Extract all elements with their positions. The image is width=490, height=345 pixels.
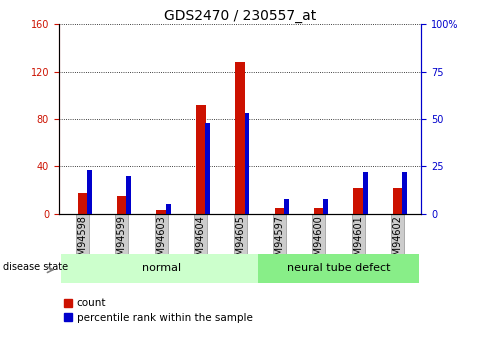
Bar xyxy=(323,199,328,214)
Bar xyxy=(363,172,368,214)
Legend: count, percentile rank within the sample: count, percentile rank within the sample xyxy=(64,298,252,323)
Bar xyxy=(126,176,131,214)
Bar xyxy=(117,196,127,214)
Bar xyxy=(284,199,289,214)
Bar xyxy=(205,123,210,214)
Bar xyxy=(245,113,249,214)
Bar xyxy=(274,208,284,214)
Bar xyxy=(314,208,324,214)
Text: normal: normal xyxy=(142,263,181,273)
Bar xyxy=(61,254,258,283)
Bar xyxy=(156,210,166,214)
Title: GDS2470 / 230557_at: GDS2470 / 230557_at xyxy=(164,9,316,23)
Bar xyxy=(77,193,87,214)
Text: neural tube defect: neural tube defect xyxy=(287,263,391,273)
Bar xyxy=(393,188,403,214)
Bar xyxy=(87,170,92,214)
Text: disease state: disease state xyxy=(3,262,68,272)
Bar xyxy=(196,105,206,214)
Bar xyxy=(402,172,407,214)
Bar xyxy=(166,204,171,214)
Bar xyxy=(235,62,245,214)
Bar xyxy=(258,254,419,283)
Bar xyxy=(353,188,363,214)
